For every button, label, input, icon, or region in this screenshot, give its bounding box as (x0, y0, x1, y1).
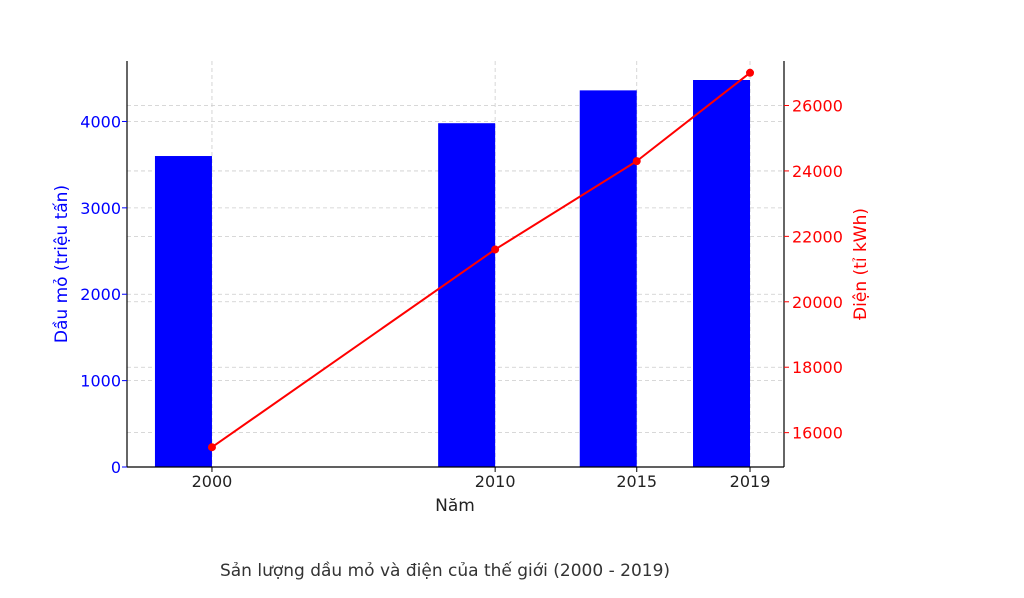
y-left-tick-label: 4000 (80, 112, 121, 131)
x-tick-label: 2010 (475, 472, 516, 491)
line-point (746, 68, 755, 77)
line-path (211, 71, 751, 449)
bar (579, 90, 637, 468)
line-series-electricity (207, 68, 755, 452)
line-point (491, 245, 500, 254)
x-tick-label: 2019 (730, 472, 771, 491)
y-right-tick-label: 16000 (792, 424, 843, 443)
y-right-tick-label: 20000 (792, 293, 843, 312)
y-left-tick-label: 3000 (80, 199, 121, 218)
y-left-tick-label: 1000 (80, 372, 121, 391)
y-right-tick-label: 18000 (792, 358, 843, 377)
chart-caption: Sản lượng dầu mỏ và điện của thế giới (2… (219, 561, 671, 581)
y-right-tick-label: 26000 (792, 96, 843, 115)
y-axis-label-right: Điện (tỉ kWh) (851, 208, 871, 320)
y-axis-label-left: Dầu mỏ (triệu tấn) (51, 185, 72, 343)
x-tick-label: 2015 (616, 472, 657, 491)
bar (438, 123, 496, 468)
y-right-tick-label: 22000 (792, 227, 843, 246)
tick-labels: 2000 2010 2015 2019 0 1000 2000 3000 4000 16000 18… (80, 96, 843, 491)
bar-series-oil (154, 80, 751, 468)
bar (154, 156, 212, 467)
line-point (632, 157, 641, 166)
line-point (207, 443, 216, 452)
axes (122, 61, 789, 472)
y-left-tick-label: 2000 (80, 285, 121, 304)
bar (693, 80, 751, 467)
x-axis-label: Năm (435, 496, 475, 516)
y-left-tick-label: 0 (111, 458, 121, 477)
y-right-tick-label: 24000 (792, 162, 843, 181)
x-tick-label: 2000 (192, 472, 233, 491)
